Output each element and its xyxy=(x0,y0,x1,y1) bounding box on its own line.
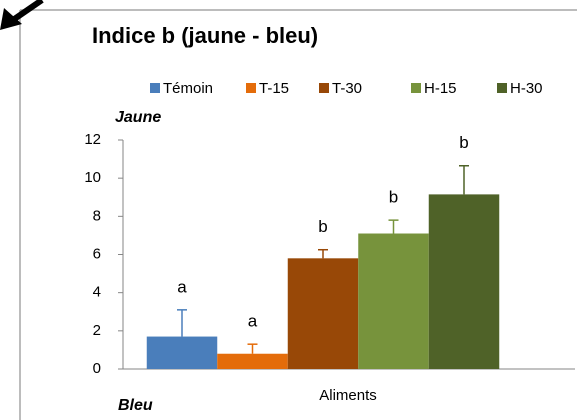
significance-letter: a xyxy=(248,312,258,331)
x-tick-label: Aliments xyxy=(319,387,377,404)
significance-letter: b xyxy=(459,133,468,152)
legend-label: Témoin xyxy=(163,80,213,97)
legend-swatch xyxy=(411,83,421,93)
legend-label: T-15 xyxy=(259,80,289,97)
y-top-label: Jaune xyxy=(115,109,161,126)
y-tick-label: 0 xyxy=(93,360,101,377)
bar xyxy=(287,258,359,369)
bar xyxy=(428,194,500,369)
legend-label: T-30 xyxy=(332,80,362,97)
legend-swatch xyxy=(246,83,256,93)
legend-label: H-30 xyxy=(510,80,543,97)
corner-arrow xyxy=(0,0,44,30)
significance-letter: a xyxy=(177,277,187,296)
significance-letter: b xyxy=(318,217,327,236)
legend-label: H-15 xyxy=(424,80,457,97)
y-tick-label: 8 xyxy=(93,207,101,224)
y-tick-label: 10 xyxy=(84,169,101,186)
legend-swatch xyxy=(319,83,329,93)
bar xyxy=(358,233,429,369)
bar xyxy=(217,353,288,369)
chart-title: Indice b (jaune - bleu) xyxy=(92,23,318,48)
bar xyxy=(146,336,218,369)
y-bottom-label: Bleu xyxy=(118,397,153,414)
y-tick-label: 2 xyxy=(93,322,101,339)
legend-swatch xyxy=(150,83,160,93)
y-tick-label: 6 xyxy=(93,245,101,262)
y-tick-label: 12 xyxy=(84,131,101,148)
significance-letter: b xyxy=(389,188,398,207)
legend-swatch xyxy=(497,83,507,93)
y-tick-label: 4 xyxy=(93,284,101,301)
